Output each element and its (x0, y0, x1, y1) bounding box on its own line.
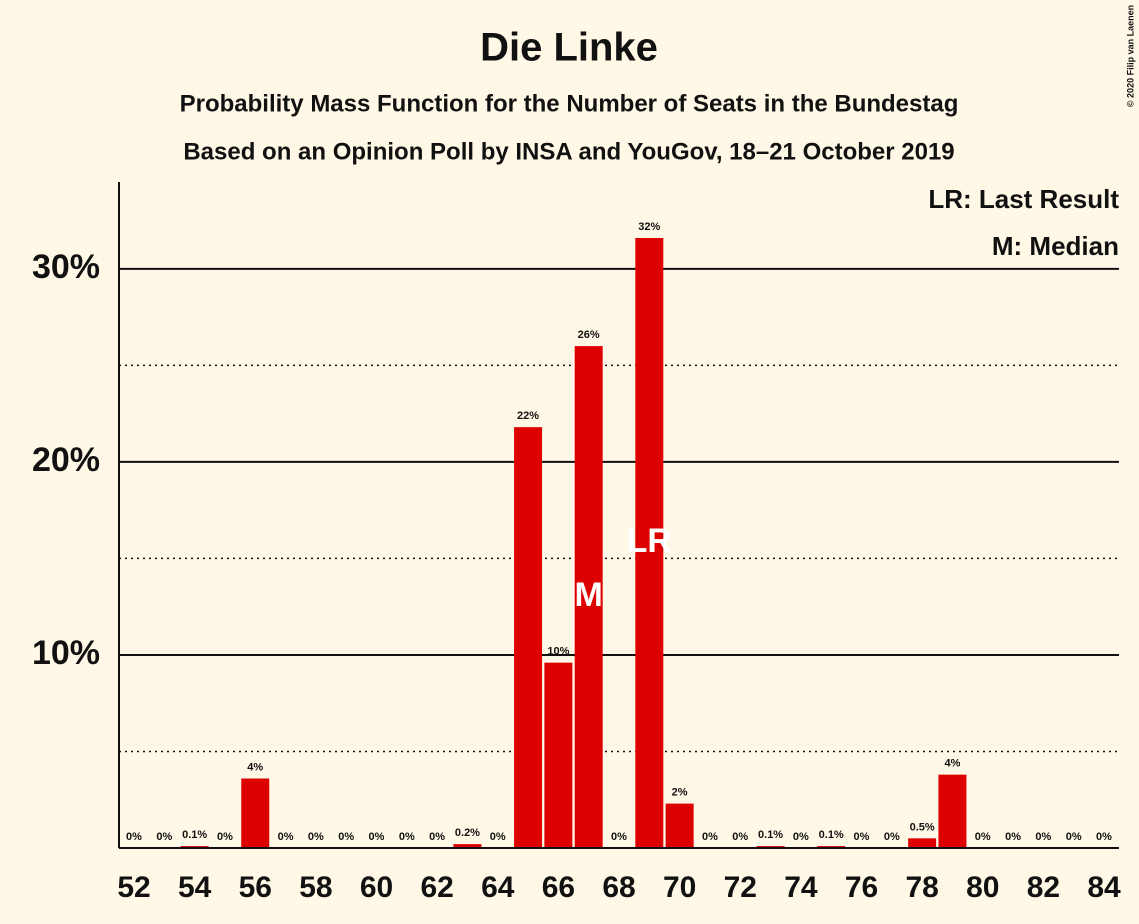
value-label: 0% (429, 831, 445, 843)
value-label: 10% (547, 646, 569, 658)
x-tick-label: 76 (845, 871, 878, 904)
x-tick-label: 68 (602, 871, 635, 904)
value-label: 0% (1035, 831, 1051, 843)
bar (544, 662, 573, 848)
value-label: 0% (611, 831, 627, 843)
x-tick-label: 72 (724, 871, 757, 904)
chart-subtitle: Based on an Opinion Poll by INSA and You… (183, 138, 954, 165)
value-label: 4% (247, 761, 263, 773)
y-tick-label: 20% (32, 441, 100, 479)
value-label: 0% (793, 831, 809, 843)
x-tick-label: 74 (784, 871, 818, 904)
value-label: 22% (517, 410, 539, 422)
x-tick-label: 70 (663, 871, 696, 904)
x-tick-label: 84 (1087, 871, 1121, 904)
bar (453, 844, 482, 848)
copyright: © 2020 Filip van Laenen (1125, 5, 1135, 107)
bar (635, 237, 664, 848)
chart-subtitle: Probability Mass Function for the Number… (180, 90, 959, 117)
value-label: 0% (308, 831, 324, 843)
value-label: 0% (702, 831, 718, 843)
x-tick-label: 54 (178, 871, 212, 904)
value-label: 0% (732, 831, 748, 843)
value-label: 0.1% (182, 829, 207, 841)
value-label: 0% (399, 831, 415, 843)
y-tick-label: 30% (32, 248, 100, 286)
x-tick-label: 62 (420, 871, 453, 904)
annotation: LR (627, 522, 672, 560)
legend-entry: M: Median (992, 231, 1119, 261)
value-label: 0% (156, 831, 172, 843)
x-tick-label: 52 (117, 871, 150, 904)
value-label: 0% (1005, 831, 1021, 843)
value-label: 0% (369, 831, 385, 843)
y-tick-label: 10% (32, 634, 100, 672)
value-label: 0% (217, 831, 233, 843)
value-label: 0.5% (910, 821, 935, 833)
x-tick-label: 56 (239, 871, 272, 904)
annotation: M (575, 576, 603, 614)
value-label: 32% (638, 221, 660, 233)
bar (938, 774, 967, 848)
x-tick-label: 78 (905, 871, 938, 904)
value-label: 0% (126, 831, 142, 843)
x-tick-label: 64 (481, 871, 515, 904)
value-label: 0% (338, 831, 354, 843)
value-label: 0% (975, 831, 991, 843)
value-label: 0% (1066, 831, 1082, 843)
bar (574, 346, 603, 848)
value-label: 26% (578, 329, 600, 341)
x-tick-label: 60 (360, 871, 393, 904)
chart-title: Die Linke (480, 26, 658, 70)
x-tick-label: 80 (966, 871, 999, 904)
bar (665, 803, 694, 848)
x-tick-label: 82 (1027, 871, 1060, 904)
value-label: 0% (884, 831, 900, 843)
value-label: 0.1% (819, 829, 844, 841)
bar (241, 778, 270, 848)
value-label: 0% (278, 831, 294, 843)
value-label: 0% (1096, 831, 1112, 843)
value-label: 0% (490, 831, 506, 843)
value-label: 0% (854, 831, 870, 843)
x-tick-label: 66 (542, 871, 575, 904)
value-label: 0.2% (455, 827, 480, 839)
value-label: 4% (944, 758, 960, 770)
value-label: 2% (672, 787, 688, 799)
bar (908, 838, 937, 848)
x-tick-label: 58 (299, 871, 332, 904)
legend-entry: LR: Last Result (928, 184, 1119, 214)
bar (514, 427, 543, 848)
value-label: 0.1% (758, 829, 783, 841)
